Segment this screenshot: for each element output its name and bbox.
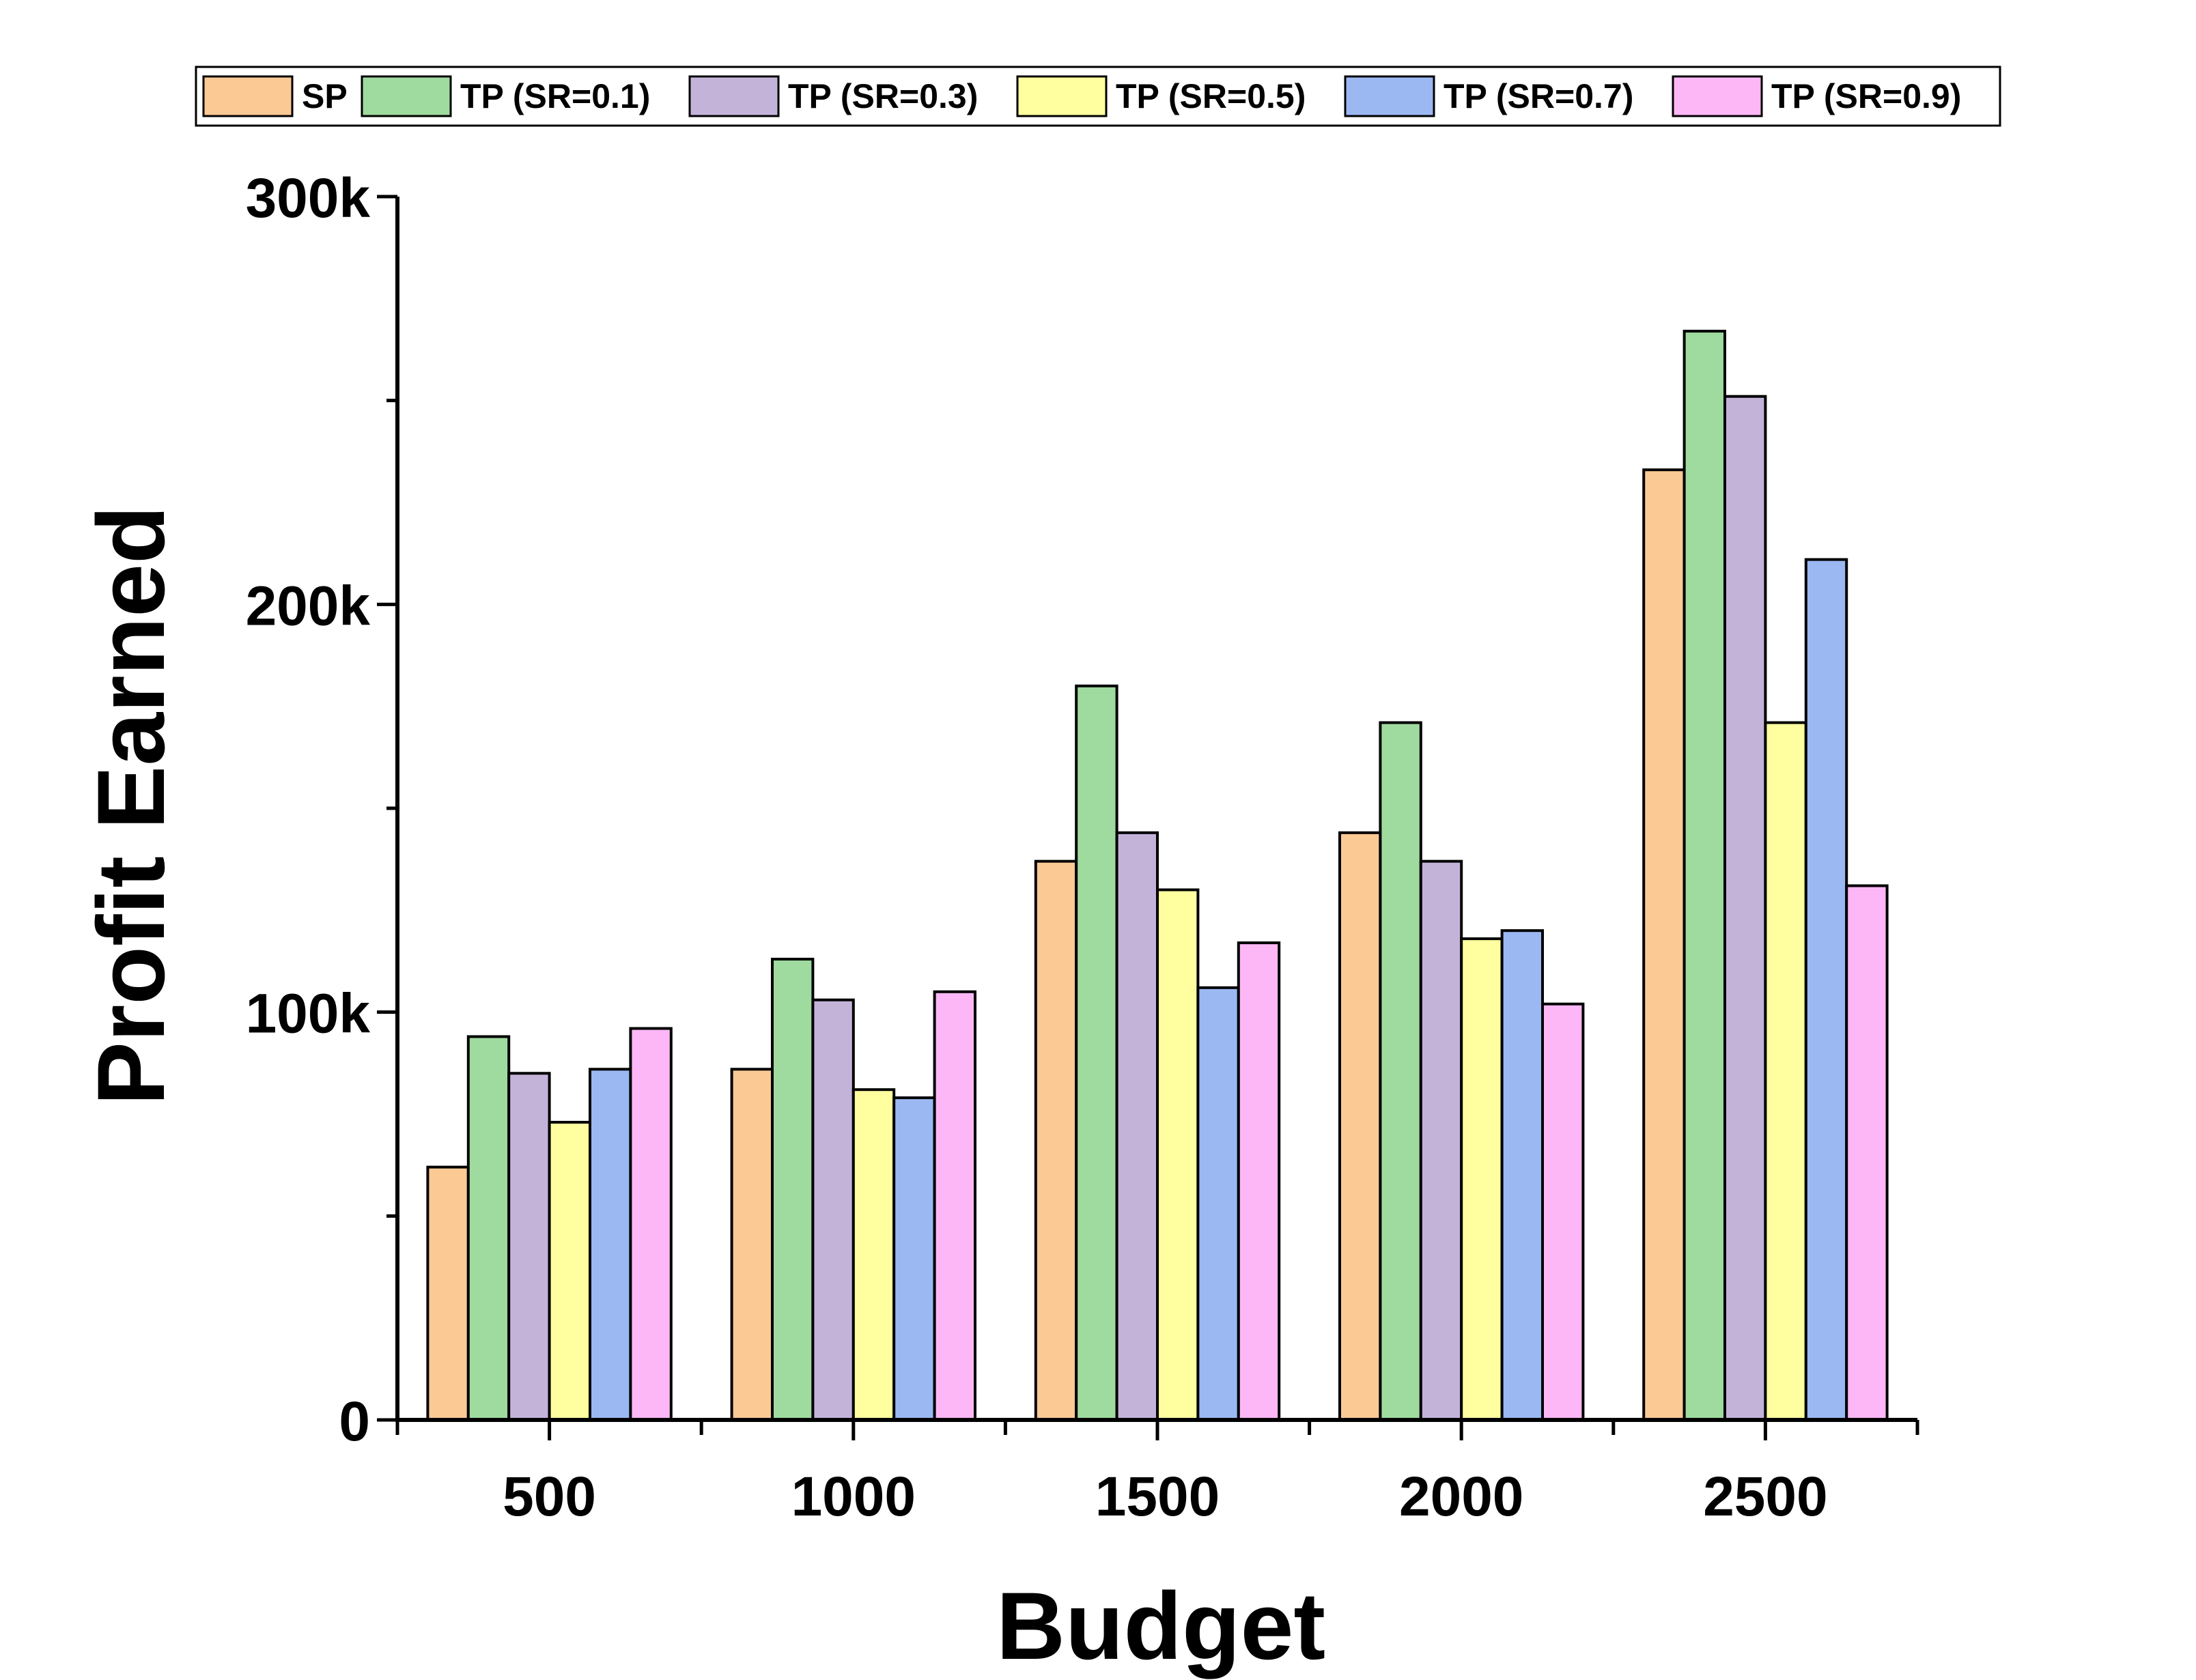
bar-tp-sr-0-3-500: [507, 1072, 551, 1422]
y-tick-label: 300k: [246, 167, 371, 229]
legend-swatch: [361, 75, 452, 117]
legend-label: TP (SR=0.1): [460, 77, 650, 115]
y-axis-title: Profit Earned: [77, 505, 184, 1105]
bar-tp-sr-0-5-1000: [851, 1088, 896, 1422]
bar-tp-sr-0-9-1500: [1237, 941, 1281, 1421]
legend-swatch: [688, 75, 780, 117]
bar-tp-sr-0-1-500: [466, 1035, 511, 1422]
bar-tp-sr-0-1-1500: [1075, 684, 1118, 1421]
bar-tp-sr-0-3-2000: [1419, 859, 1463, 1421]
bar-tp-sr-0-5-2000: [1460, 937, 1504, 1421]
bar-tp-sr-0-7-1000: [892, 1096, 936, 1422]
legend-swatch: [1016, 75, 1108, 117]
x-tick-label: 2500: [1703, 1466, 1827, 1528]
axes: 0 100k 200k 300k 500 1000 1500 2000 2500: [246, 167, 1919, 1528]
bar-tp-sr-0-9-2500: [1845, 884, 1889, 1421]
x-tick-label: 2000: [1399, 1466, 1523, 1528]
bar-tp-sr-0-3-2500: [1723, 395, 1767, 1421]
y-tick-label: 200k: [246, 575, 371, 637]
legend: SP TP (SR=0.1) TP (SR=0.3) TP (SR=0.5) TP (S…: [195, 66, 2001, 127]
bar-sp-500: [426, 1165, 470, 1421]
bar-sp-1500: [1034, 859, 1078, 1421]
x-tick-label: 1000: [791, 1466, 916, 1528]
legend-swatch: [1672, 75, 1763, 117]
bar-tp-sr-0-5-2500: [1764, 721, 1807, 1422]
bar-tp-sr-0-3-1500: [1115, 831, 1159, 1421]
legend-swatch: [202, 75, 294, 117]
bar-sp-1000: [730, 1068, 774, 1421]
bar-tp-sr-0-7-2000: [1500, 929, 1545, 1421]
bar-sp-2000: [1338, 831, 1382, 1421]
bar-tp-sr-0-7-1500: [1196, 986, 1240, 1421]
legend-label: TP (SR=0.9): [1771, 77, 1961, 115]
bars: [426, 330, 1889, 1422]
bar-tp-sr-0-1-2000: [1379, 721, 1422, 1422]
bar-tp-sr-0-9-2000: [1541, 1002, 1585, 1421]
legend-swatch: [1344, 75, 1435, 117]
x-tick-label: 500: [503, 1466, 596, 1528]
bar-tp-sr-0-9-500: [629, 1027, 673, 1422]
legend-label: TP (SR=0.7): [1444, 77, 1633, 115]
x-tick-label: 1500: [1095, 1466, 1220, 1528]
x-axis-title: Budget: [996, 1572, 1325, 1679]
legend-label: TP (SR=0.3): [788, 77, 978, 115]
bar-tp-sr-0-1-2500: [1683, 330, 1727, 1421]
bar-tp-sr-0-5-1500: [1156, 888, 1200, 1421]
bar-tp-sr-0-7-2500: [1804, 558, 1848, 1421]
legend-label: TP (SR=0.5): [1116, 77, 1306, 115]
y-tick-label: 0: [339, 1391, 370, 1453]
bar-sp-2500: [1642, 468, 1686, 1421]
y-tick-label: 100k: [246, 983, 371, 1045]
bar-tp-sr-0-3-1000: [811, 998, 855, 1422]
legend-label: SP: [302, 77, 348, 115]
bar-tp-sr-0-9-1000: [933, 990, 976, 1422]
bar-tp-sr-0-5-500: [548, 1120, 591, 1421]
bar-tp-sr-0-7-500: [589, 1068, 632, 1421]
bar-tp-sr-0-1-1000: [771, 958, 815, 1421]
